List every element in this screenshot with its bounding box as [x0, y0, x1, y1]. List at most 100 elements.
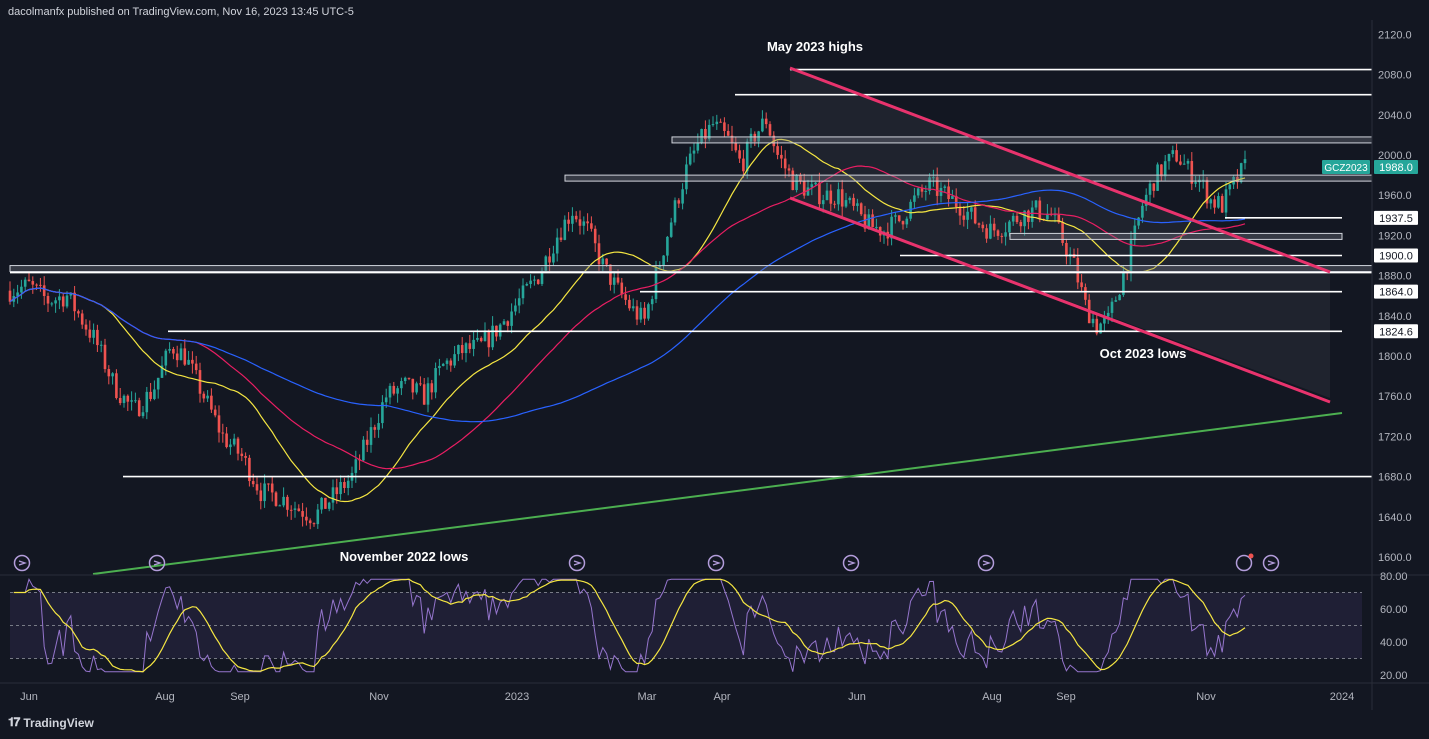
- candle-body: [1110, 301, 1114, 313]
- event-icon: [13, 554, 31, 572]
- price-label-box: [1374, 248, 1418, 263]
- event-icons-layer: [13, 553, 1280, 572]
- candle-body: [198, 370, 202, 394]
- candle-body: [50, 303, 54, 305]
- candle-body: [726, 130, 730, 136]
- candle-body: [753, 133, 757, 142]
- candle-body: [316, 509, 320, 525]
- candle-body: [305, 516, 308, 521]
- candle-body: [46, 295, 50, 304]
- candle-body: [1182, 163, 1186, 165]
- candle-body: [1118, 294, 1121, 301]
- candle-body: [1190, 161, 1194, 184]
- candle-body: [510, 311, 513, 326]
- candle-body: [221, 432, 225, 434]
- candle-body: [217, 415, 221, 433]
- chart-annotation: May 2023 highs: [767, 39, 863, 54]
- candle-body: [825, 190, 829, 201]
- candle-body: [229, 444, 232, 448]
- candle-body: [924, 190, 928, 192]
- tradingview-brand: TradingView: [23, 715, 94, 730]
- event-icon: [1262, 554, 1280, 572]
- candle-body: [1220, 196, 1224, 213]
- candle-body: [213, 409, 217, 416]
- candle-body: [677, 200, 681, 204]
- candle-body: [99, 344, 103, 346]
- tradingview-footer[interactable]: 𝟏𝟕 TradingView: [8, 715, 94, 730]
- candle-body: [1156, 164, 1159, 191]
- rsi-tick-label: 80.00: [1380, 571, 1408, 583]
- candle-body: [601, 258, 605, 265]
- candle-body: [631, 306, 635, 309]
- price-tick-label: 1800.0: [1378, 351, 1412, 363]
- candle-body: [69, 292, 73, 296]
- candle-body: [259, 490, 263, 502]
- candle-body: [65, 295, 69, 307]
- candle-body: [837, 189, 840, 205]
- candle-body: [210, 395, 213, 410]
- time-tick-label: Jun: [848, 691, 866, 703]
- candle-body: [517, 298, 521, 306]
- candle-body: [734, 142, 738, 151]
- candle-body: [582, 221, 586, 226]
- candle-body: [913, 195, 916, 202]
- candle-body: [962, 215, 966, 220]
- candle-body: [799, 175, 802, 182]
- price-label-box: [1374, 210, 1418, 225]
- candle-body: [122, 395, 126, 404]
- candle-body: [1114, 300, 1118, 302]
- candle-body: [643, 307, 646, 319]
- candle-body: [145, 391, 149, 413]
- candle-body: [267, 483, 270, 485]
- candle-body: [977, 223, 981, 225]
- candle-body: [905, 218, 909, 225]
- candle-body: [1076, 257, 1080, 283]
- candle-body: [381, 402, 384, 424]
- candle-body: [324, 497, 327, 509]
- candle-body: [73, 292, 76, 312]
- candle-body: [502, 321, 506, 325]
- event-icon: [977, 554, 995, 572]
- candle-body: [20, 286, 23, 293]
- candle-body: [251, 481, 255, 485]
- candle-body: [852, 197, 855, 206]
- time-tick-label: Sep: [1056, 691, 1076, 703]
- candle-body: [1046, 213, 1049, 220]
- candle-body: [1034, 200, 1038, 208]
- candle-body: [377, 423, 380, 430]
- candle-body: [23, 279, 27, 287]
- candle-body: [1023, 210, 1026, 227]
- candle-body: [639, 307, 643, 320]
- candle-body: [783, 158, 787, 169]
- candle-body: [715, 121, 719, 125]
- candle-body: [1106, 312, 1110, 317]
- event-arrow-icon: [1267, 560, 1277, 566]
- zone-box: [1009, 232, 1343, 240]
- upper-channel-line: [789, 66, 1331, 274]
- candle-body: [559, 237, 563, 240]
- candle-body: [521, 285, 525, 299]
- candle-body: [472, 339, 475, 349]
- candle-body: [153, 389, 156, 399]
- candle-body: [578, 219, 582, 226]
- candle-body: [130, 400, 133, 402]
- candle-body: [1209, 199, 1213, 204]
- candle-body: [700, 128, 703, 144]
- candle-body: [422, 384, 426, 405]
- candle-body: [16, 292, 19, 297]
- candle-body: [574, 215, 578, 220]
- candle-body: [1057, 214, 1061, 223]
- candle-body: [400, 381, 403, 389]
- candle-body: [612, 277, 616, 285]
- candle-body: [529, 280, 532, 284]
- candle-body: [768, 124, 772, 136]
- candle-body: [156, 377, 160, 390]
- candle-body: [867, 214, 871, 229]
- candle-body: [552, 253, 555, 263]
- time-tick-label: Jun: [20, 691, 38, 703]
- candle-body: [1038, 200, 1042, 219]
- candle-body: [525, 283, 529, 286]
- candle-body: [916, 188, 920, 196]
- candle-body: [160, 365, 164, 378]
